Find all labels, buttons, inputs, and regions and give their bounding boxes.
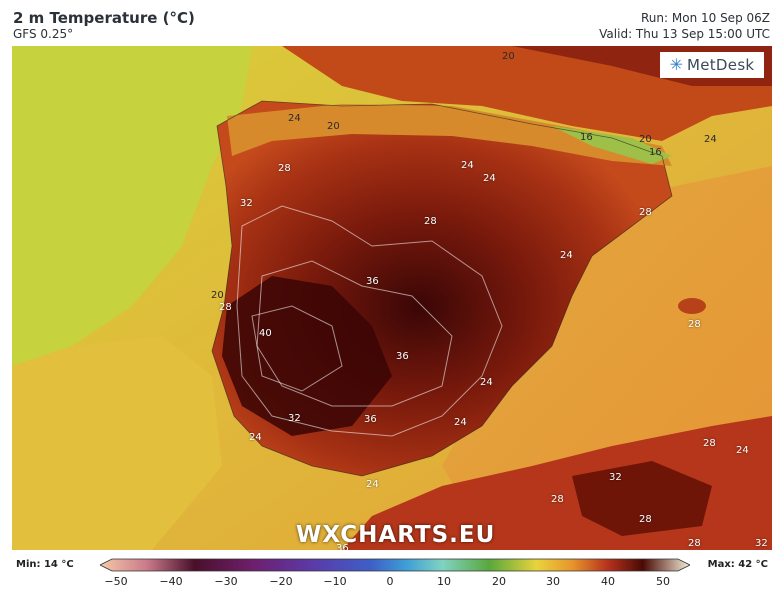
contour-label: 20 [502, 51, 515, 62]
contour-label: 24 [461, 160, 474, 171]
contour-label: 24 [560, 250, 573, 261]
scale-tick: −50 [104, 575, 128, 588]
model-name: GFS 0.25° [13, 27, 74, 41]
max-label: Max: 42 °C [707, 559, 768, 570]
contour-label: 32 [240, 198, 253, 209]
contour-label: 28 [424, 216, 437, 227]
contour-label: 24 [288, 113, 301, 124]
pyrenees-cool-zone [552, 126, 672, 164]
chart-title: 2 m Temperature (°C) [13, 9, 195, 27]
cantabrian-coast-band [227, 104, 672, 166]
logo-text: MetDesk [686, 56, 755, 74]
contour-label: 28 [688, 538, 701, 549]
contour-label: 28 [703, 438, 716, 449]
contour-label: 24 [249, 432, 262, 443]
contour-label: 24 [736, 445, 749, 456]
coastlines [211, 100, 673, 477]
min-label: Min: 14 °C [16, 559, 74, 570]
scale-tick: 0 [386, 575, 394, 588]
temperature-scale: Min: 14 °C Max: 42 °C −50 −40 − [0, 552, 784, 600]
contour-label: 28 [639, 514, 652, 525]
metdesk-logo-icon: ✳ [669, 55, 683, 74]
contour-label: 24 [483, 173, 496, 184]
contour-label: 36 [336, 543, 349, 550]
contour-lines [236, 205, 503, 437]
contour-label: 28 [551, 494, 564, 505]
warm-sea-zone [12, 336, 222, 550]
contour-label: 24 [454, 417, 467, 428]
scale-tick: −10 [323, 575, 347, 588]
contour-label: 24 [704, 134, 717, 145]
scale-tick: −30 [214, 575, 238, 588]
contour-label: 24 [480, 377, 493, 388]
color-scale-bar [100, 558, 690, 572]
contour-label: 24 [366, 479, 379, 490]
contour-label: 20 [639, 134, 652, 145]
contour-label: 32 [288, 413, 301, 424]
watermark: WXCHARTS.EU [296, 522, 496, 548]
contour-label: 16 [649, 147, 662, 158]
mediterranean-sea [442, 166, 772, 516]
hot-core-region [222, 276, 392, 436]
balearic-islands [678, 298, 706, 314]
contour-label: 20 [327, 121, 340, 132]
contour-label: 28 [639, 207, 652, 218]
scale-tick: 10 [437, 575, 451, 588]
contour-label: 32 [609, 472, 622, 483]
map-canvas [12, 46, 772, 550]
scale-tick: 20 [492, 575, 506, 588]
contour-label: 16 [580, 132, 593, 143]
contour-label: 20 [211, 290, 224, 301]
temperature-map: ✳ MetDesk WXCHARTS.EU 20 24 20 16 20 16 … [12, 46, 772, 550]
contour-label: 28 [219, 302, 232, 313]
run-time: Run: Mon 10 Sep 06Z [641, 11, 770, 25]
metdesk-logo: ✳ MetDesk [660, 52, 764, 78]
cool-sea-zone [12, 46, 252, 366]
scale-tick: −20 [269, 575, 293, 588]
contour-label: 36 [366, 276, 379, 287]
valid-time: Valid: Thu 13 Sep 15:00 UTC [599, 27, 770, 41]
contour-label: 36 [396, 351, 409, 362]
contour-label: 28 [688, 319, 701, 330]
scale-tick: 40 [601, 575, 615, 588]
contour-label: 40 [259, 328, 272, 339]
contour-label: 36 [364, 414, 377, 425]
chart-header: 2 m Temperature (°C) GFS 0.25° Run: Mon … [0, 0, 784, 46]
north-africa-hot-zone [572, 461, 712, 536]
scale-tick: −40 [159, 575, 183, 588]
scale-tick: 30 [546, 575, 560, 588]
contour-label: 32 [755, 538, 768, 549]
contour-label: 28 [278, 163, 291, 174]
scale-tick: 50 [656, 575, 670, 588]
